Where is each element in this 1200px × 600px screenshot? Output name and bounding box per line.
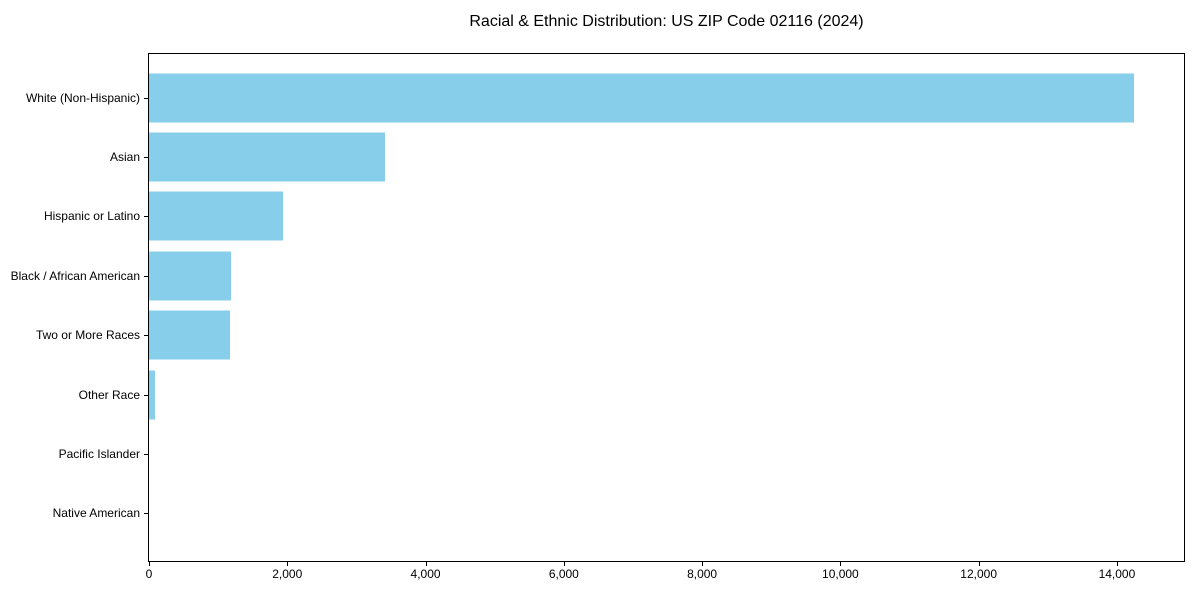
bar [149,370,156,420]
bar-row: Native American [53,484,1184,543]
x-tick-mark [425,561,427,566]
y-tick-mark [144,97,149,99]
chart-title: Racial & Ethnic Distribution: US ZIP Cod… [469,13,864,30]
bar-row: Pacific Islander [59,424,1184,483]
x-axis-ticks: 0 2,000 4,000 6,000 8,000 10,000 12,000 14,000 [146,54,1184,580]
bar [149,251,231,301]
x-tick-mark [978,561,980,566]
y-axis-label: Native American [52,506,140,521]
x-tick-mark [1116,561,1118,566]
bar-row: White (Non-Hispanic) [26,68,1184,127]
x-tick-label: 8,000 [687,567,718,581]
x-tick-mark [563,561,565,566]
bar-row: Hispanic or Latino [44,187,1184,246]
x-tick-mark [287,561,289,566]
y-tick-mark [144,513,149,515]
y-axis-label: Asian [109,150,140,165]
y-tick-mark [144,275,149,277]
y-tick-mark [144,394,149,396]
y-axis-label: Black / African American [10,268,140,283]
y-tick-mark [144,453,149,455]
x-tick-mark [149,561,150,566]
x-tick-label: 6,000 [548,567,579,581]
bar-row: Asian [110,127,1184,186]
x-tick-label: 4,000 [410,567,441,581]
x-tick-label: 14,000 [1098,567,1136,581]
x-tick-label: 2,000 [272,567,303,581]
bar [149,191,283,241]
y-tick-mark [144,157,149,159]
y-axis-label: Two or More Races [35,328,140,343]
bar [149,73,1135,123]
y-axis-label: Pacific Islander [58,446,140,461]
y-axis-label: Hispanic or Latino [43,209,140,224]
y-axis-label: White (Non-Hispanic) [25,90,140,105]
x-tick-mark [702,561,704,566]
y-tick-mark [144,335,149,337]
bar [149,132,386,182]
bar-row: Other Race [79,365,1184,424]
y-axis-label: Other Race [78,387,140,402]
x-tick-label: 0 [145,567,153,581]
plot-rows: White (Non-Hispanic) Asian Hispanic or Lat… [11,54,1184,561]
x-tick-mark [840,561,842,566]
bar-row: Black / African American [11,246,1184,305]
x-tick-label: 12,000 [960,567,998,581]
bar-row: Two or More Races [36,306,1184,365]
y-tick-mark [144,216,149,218]
plot-area: White (Non-Hispanic) Asian Hispanic or Lat… [11,53,1185,580]
bar [149,310,230,360]
x-tick-label: 10,000 [822,567,859,581]
